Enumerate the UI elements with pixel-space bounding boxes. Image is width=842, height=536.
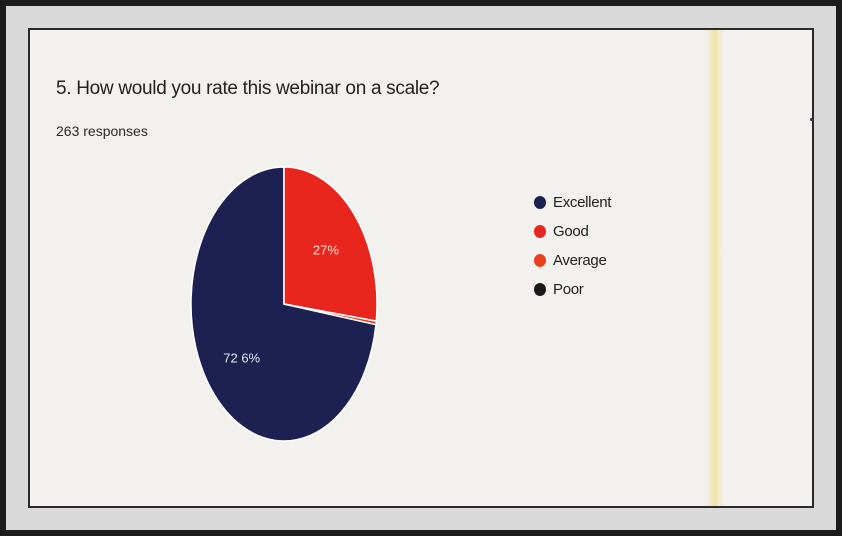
legend-label: Excellent: [553, 194, 612, 211]
pie-slice-good[interactable]: [283, 166, 378, 323]
slice-label-good: 27%: [313, 243, 339, 258]
legend-item-poor[interactable]: Poor: [534, 275, 611, 304]
pie-chart: 72 6% 27%: [190, 166, 378, 442]
pie-slice-average[interactable]: [283, 303, 378, 326]
legend-label: Good: [553, 223, 589, 240]
legend-swatch: [534, 196, 546, 209]
screen-frame: 5. How would you rate this webinar on a …: [6, 6, 836, 530]
legend-label: Poor: [553, 281, 584, 298]
legend-label: Average: [553, 252, 607, 269]
slice-label-excellent: 72 6%: [223, 351, 260, 366]
question-card: 5. How would you rate this webinar on a …: [28, 28, 814, 508]
legend-swatch: [534, 283, 546, 296]
menu-dot: [810, 118, 813, 121]
legend-item-average[interactable]: Average: [534, 246, 611, 275]
question-title: 5. How would you rate this webinar on a …: [56, 78, 440, 99]
legend-item-excellent[interactable]: Excellent: [534, 188, 611, 217]
legend-swatch: [534, 225, 546, 238]
chart-legend: Excellent Good Average Poor: [534, 188, 611, 304]
response-count: 263 responses: [56, 123, 148, 139]
glare-stripe: [706, 30, 724, 506]
legend-item-good[interactable]: Good: [534, 217, 611, 246]
legend-swatch: [534, 254, 546, 267]
